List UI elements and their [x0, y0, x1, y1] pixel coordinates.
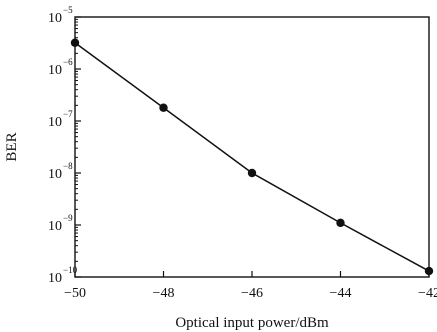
y-tick-exponent: −10: [63, 265, 78, 275]
y-tick-label: 10: [48, 63, 62, 78]
x-tick-label: −44: [330, 286, 352, 301]
data-point: [70, 38, 80, 47]
data-point: [159, 103, 168, 112]
ber-series: [70, 38, 434, 276]
data-point: [247, 168, 257, 178]
x-axis: −50 −48 −46 −44 −42: [64, 271, 437, 301]
x-tick-label: −46: [241, 286, 263, 301]
x-tick-label: −48: [153, 286, 175, 301]
y-tick-exponent: −9: [63, 213, 73, 223]
y-tick-label: 10: [48, 219, 62, 234]
y-tick-exponent: −7: [63, 109, 73, 119]
y-tick-label: 10: [48, 11, 62, 26]
y-tick-label: 10: [48, 115, 62, 130]
x-tick-label: −50: [64, 286, 86, 301]
y-tick-exponent: −5: [63, 5, 73, 15]
y-tick-exponent: −6: [63, 57, 73, 67]
x-axis-title: Optical input power/dBm: [175, 315, 329, 331]
y-tick-exponent: −8: [63, 161, 73, 171]
y-tick-label: 10: [48, 271, 62, 286]
y-tick-label: 10: [48, 167, 62, 182]
x-tick-label: −42: [418, 286, 437, 301]
data-point: [424, 266, 434, 276]
data-point: [336, 218, 345, 228]
y-axis-title: BER: [4, 132, 20, 161]
plot-frame: [74, 16, 430, 278]
series-line: [74, 42, 430, 272]
